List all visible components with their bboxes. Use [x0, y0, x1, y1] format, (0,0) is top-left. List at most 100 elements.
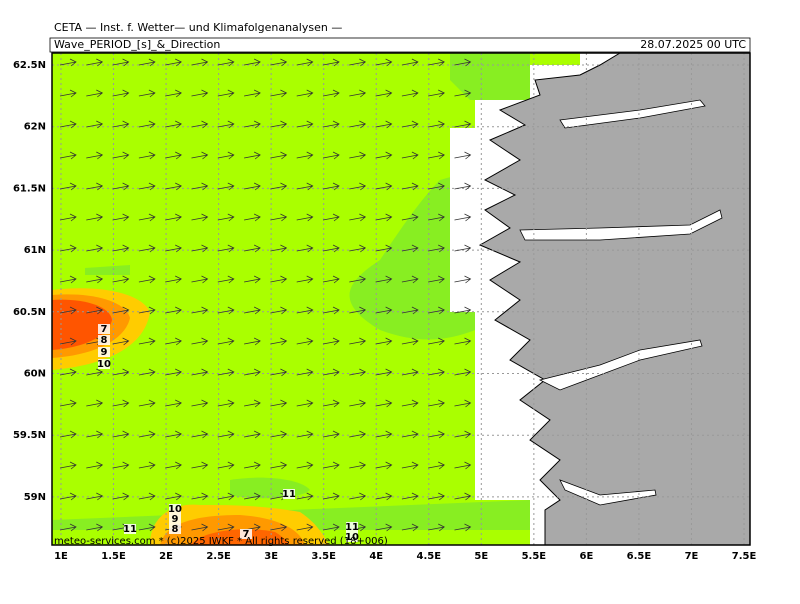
- arrow: [86, 89, 104, 98]
- arrow: [428, 492, 445, 501]
- arrow: [59, 182, 77, 191]
- arrow: [86, 58, 104, 67]
- land: [478, 52, 751, 546]
- x-label: 2E: [159, 551, 173, 562]
- arrow: [270, 337, 288, 346]
- arrow: [349, 182, 367, 191]
- arrow: [454, 430, 472, 439]
- y-label: 59N: [24, 492, 46, 503]
- arrow: [138, 523, 156, 532]
- arrow: [270, 244, 288, 253]
- arrow: [322, 213, 340, 222]
- arrow: [349, 58, 367, 67]
- arrow: [401, 306, 419, 315]
- arrow: [375, 430, 393, 439]
- arrow: [401, 58, 419, 67]
- arrow: [112, 58, 130, 67]
- arrow: [217, 523, 235, 532]
- footer: meteo-services.com * (c)2025 IWKF * All …: [54, 536, 388, 547]
- arrow: [86, 244, 104, 253]
- arrow: [217, 58, 235, 67]
- arrow: [401, 337, 419, 346]
- contour-label: 11: [282, 489, 296, 500]
- arrow: [349, 430, 367, 439]
- arrow: [322, 399, 340, 408]
- arrow: [296, 461, 314, 470]
- arrow: [217, 120, 235, 129]
- arrow: [244, 58, 261, 67]
- x-label: 6.5E: [627, 551, 652, 562]
- y-label: 61.5N: [13, 183, 46, 194]
- arrow: [401, 492, 419, 501]
- arrow: [428, 275, 445, 284]
- contour-label-bg: [169, 514, 181, 524]
- arrow: [454, 120, 472, 129]
- arrow: [401, 120, 419, 129]
- arrow: [165, 306, 182, 315]
- x-label: 4.5E: [417, 551, 442, 562]
- arrow: [454, 492, 472, 501]
- arrow: [349, 337, 367, 346]
- arrow: [217, 306, 235, 315]
- arrow: [375, 89, 393, 98]
- arrow: [112, 399, 130, 408]
- arrow: [59, 275, 77, 284]
- arrow: [191, 120, 209, 129]
- contour-label: 8: [172, 524, 179, 535]
- arrow: [349, 461, 367, 470]
- arrow: [296, 399, 314, 408]
- contour-label: 10: [97, 359, 111, 370]
- arrow: [428, 182, 445, 191]
- contour-label: 9: [101, 347, 108, 358]
- arrow: [244, 368, 261, 377]
- region-green: [85, 265, 130, 275]
- arrow: [454, 523, 472, 532]
- arrow: [296, 89, 314, 98]
- arrow: [322, 58, 340, 67]
- arrow: [191, 337, 209, 346]
- arrow: [244, 244, 261, 253]
- arrow: [244, 399, 261, 408]
- arrow: [165, 213, 182, 222]
- contour-label: 8: [101, 335, 108, 346]
- arrow: [428, 244, 445, 253]
- x-label: 5E: [474, 551, 488, 562]
- arrow: [375, 182, 393, 191]
- arrow: [244, 430, 261, 439]
- arrow: [86, 275, 104, 284]
- arrow: [322, 368, 340, 377]
- arrow: [244, 120, 261, 129]
- arrow: [138, 151, 156, 160]
- arrow: [191, 182, 209, 191]
- x-label: 1.5E: [101, 551, 126, 562]
- arrow: [296, 58, 314, 67]
- arrow: [191, 151, 209, 160]
- arrow: [375, 337, 393, 346]
- arrow: [428, 306, 445, 315]
- arrow: [322, 337, 340, 346]
- arrow: [165, 399, 182, 408]
- contour-label: 10: [345, 532, 359, 543]
- arrow: [349, 244, 367, 253]
- arrow: [138, 213, 156, 222]
- arrow: [322, 275, 340, 284]
- arrow: [428, 58, 445, 67]
- arrow: [217, 244, 235, 253]
- arrow: [59, 461, 77, 470]
- contour-label: 9: [172, 514, 179, 525]
- arrow: [59, 58, 77, 67]
- arrow: [349, 492, 367, 501]
- arrow: [86, 368, 104, 377]
- arrow: [59, 120, 77, 129]
- arrow: [191, 368, 209, 377]
- arrow: [349, 275, 367, 284]
- arrow: [401, 244, 419, 253]
- arrow: [375, 306, 393, 315]
- field: [52, 52, 751, 546]
- arrow: [165, 337, 182, 346]
- subtitle: Wave_PERIOD_[s]_&_Direction: [54, 38, 220, 51]
- arrow: [191, 58, 209, 67]
- arrow: [428, 461, 445, 470]
- arrow: [428, 368, 445, 377]
- arrow: [401, 151, 419, 160]
